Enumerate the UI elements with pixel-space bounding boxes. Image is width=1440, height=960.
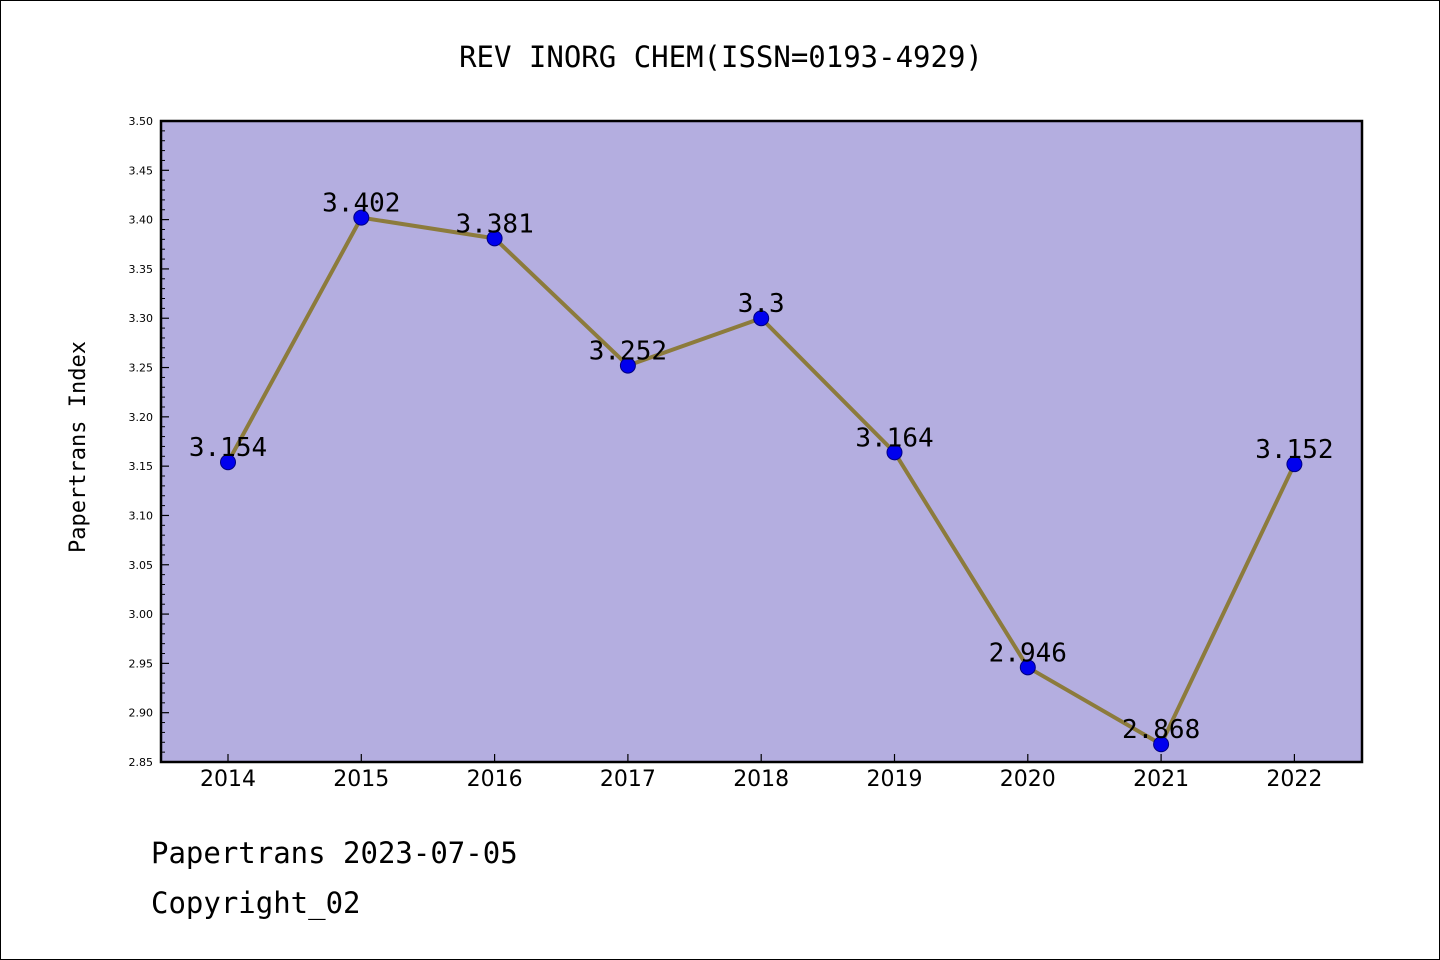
data-point [1019, 659, 1036, 676]
y-tick-label: 3.40 [129, 214, 154, 227]
data-label: 3.154 [189, 433, 267, 463]
y-tick-label: 3.10 [129, 509, 154, 522]
data-point [886, 444, 903, 461]
y-tick-label: 3.00 [129, 608, 154, 621]
y-tick-label: 2.85 [129, 756, 154, 769]
x-tick-label: 2019 [867, 767, 923, 792]
data-label: 3.252 [589, 337, 667, 367]
y-tick-label: 3.05 [129, 559, 154, 572]
x-tick-label: 2021 [1133, 767, 1189, 792]
data-point [1153, 736, 1170, 753]
plot-area [159, 119, 1364, 764]
footer-copyright: Copyright_02 [151, 886, 361, 920]
y-axis-ticks: 2.85 2.90 2.95 3.00 3.05 3.10 3.15 3.20 3.25 3.30… [129, 115, 169, 769]
y-minor-ticks [161, 130, 165, 753]
x-tick-label: 2014 [200, 767, 256, 792]
data-point [619, 357, 636, 374]
x-tick-label: 2018 [733, 767, 789, 792]
footer-source: Papertrans 2023-07-05 [151, 836, 518, 870]
data-markers [220, 209, 1303, 753]
data-point [220, 454, 236, 471]
x-tick-label: 2016 [467, 767, 523, 792]
y-tick-label: 3.50 [129, 115, 154, 128]
y-axis-label: Papertrans Index [66, 341, 91, 553]
data-label: 2.946 [989, 638, 1067, 668]
data-label: 3.152 [1255, 435, 1333, 465]
data-labels: 3.154 3.402 3.381 3.252 3.3 3.164 2.946 2.868 3.… [189, 189, 1334, 746]
y-tick-label: 3.20 [129, 411, 154, 424]
data-label: 3.3 [738, 289, 785, 319]
y-tick-label: 3.30 [129, 312, 154, 325]
y-tick-label: 2.90 [129, 707, 154, 720]
x-axis-ticks: 2014 2015 2016 2017 2018 2019 2020 2021 2022 [200, 754, 1322, 792]
data-point [353, 209, 370, 226]
y-tick-label: 2.95 [129, 657, 154, 670]
data-point [1286, 456, 1303, 473]
data-point [753, 310, 770, 327]
y-tick-label: 3.15 [129, 460, 154, 473]
x-tick-label: 2020 [1000, 767, 1056, 792]
x-tick-label: 2017 [600, 767, 656, 792]
data-label: 3.402 [322, 189, 400, 219]
chart-title: REV INORG CHEM(ISSN=0193-4929) [459, 40, 983, 74]
x-tick-label: 2015 [333, 767, 389, 792]
data-label: 2.868 [1122, 715, 1200, 745]
data-label: 3.164 [855, 423, 933, 453]
y-tick-label: 3.35 [129, 263, 154, 276]
x-tick-label: 2022 [1266, 767, 1322, 792]
y-tick-label: 3.25 [129, 362, 154, 375]
y-tick-label: 3.45 [129, 164, 154, 177]
data-label: 3.381 [455, 209, 533, 239]
data-point [486, 230, 503, 247]
